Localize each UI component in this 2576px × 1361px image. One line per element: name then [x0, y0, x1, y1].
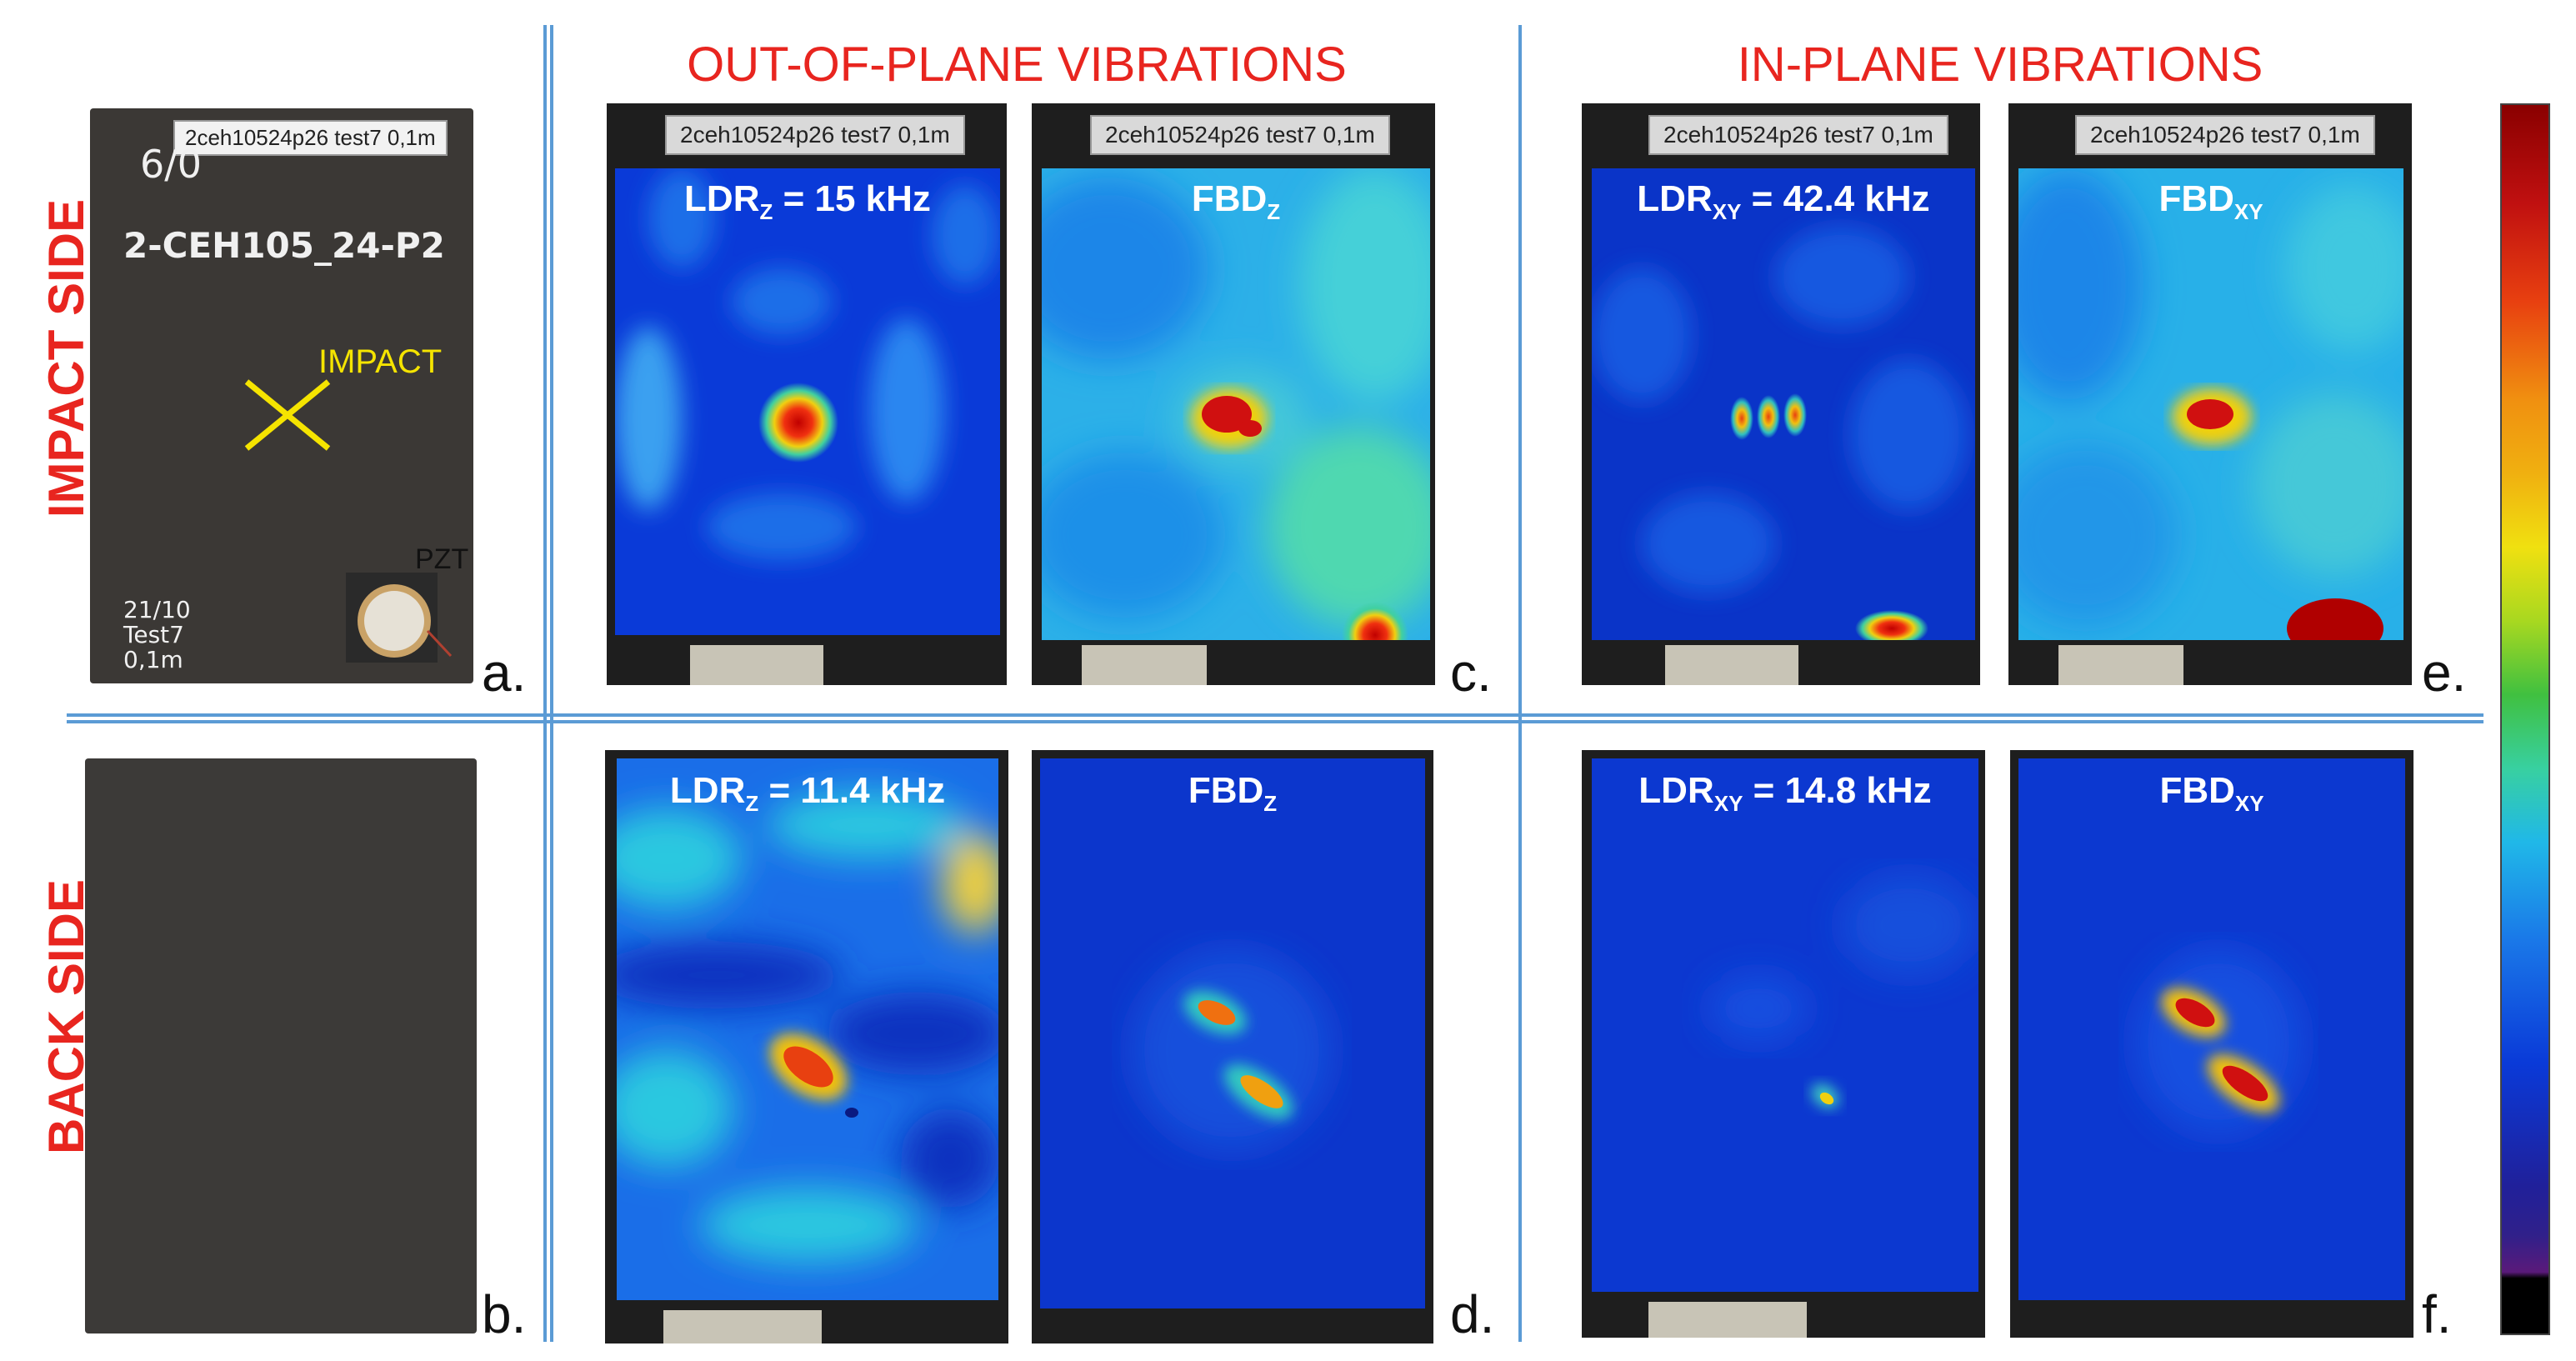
- panel-e-fbd-photo: 2ceh10524p26 test7 0,1m FBDXY: [2008, 103, 2412, 685]
- impact-marker: [244, 379, 331, 451]
- panel-letter-a: a.: [482, 643, 527, 703]
- map-label-f-fbd: FBDXY: [2159, 770, 2264, 816]
- map-label-e-fbd: FBDXY: [2158, 178, 2263, 224]
- handwriting-corner-2: Test7: [123, 621, 184, 648]
- map-label-c-ldr: LDRZ = 15 kHz: [684, 178, 931, 224]
- heading-out-of-plane: OUT-OF-PLANE VIBRATIONS: [687, 38, 1347, 92]
- clamp-block: [690, 645, 823, 685]
- vertical-divider-left-2: [550, 25, 553, 1342]
- photo-back-side: [85, 758, 477, 1333]
- pzt-label: PZT: [415, 543, 469, 575]
- map-c-fbd-z: FBDZ: [1042, 168, 1430, 640]
- specimen-tag: 2ceh10524p26 test7 0,1m: [665, 115, 965, 155]
- map-e-fbd-xy: FBDXY: [2018, 168, 2403, 640]
- map-label-f-ldr: LDRXY = 14.8 kHz: [1638, 770, 1932, 816]
- panel-d-fbd-photo: FBDZ: [1032, 750, 1433, 1343]
- map-d-fbd-z: FBDZ: [1040, 758, 1425, 1308]
- clamp-block: [663, 1310, 822, 1343]
- map-label-e-ldr: LDRXY = 42.4 kHz: [1637, 178, 1930, 224]
- specimen-tag: 2ceh10524p26 test7 0,1m: [173, 120, 448, 156]
- clamp-block: [1082, 645, 1207, 685]
- map-c-ldr-z: LDRZ = 15 kHz: [615, 168, 1000, 635]
- photo-impact-side: 2ceh10524p26 test7 0,1m 6/0 2-CEH105_24-…: [90, 108, 473, 683]
- panel-letter-f: f.: [2422, 1284, 2452, 1344]
- handwriting-top: 6/0: [140, 142, 203, 187]
- handwriting-corner-3: 0,1m: [123, 646, 183, 673]
- panel-d-ldr-photo: LDRZ = 11.4 kHz: [605, 750, 1008, 1343]
- panel-letter-c: c.: [1450, 643, 1492, 703]
- map-d-ldr-z: LDRZ = 11.4 kHz: [617, 758, 998, 1300]
- specimen-tag: 2ceh10524p26 test7 0,1m: [1648, 115, 1948, 155]
- map-label-c-fbd: FBDZ: [1191, 178, 1281, 224]
- handwriting-id: 2-CEH105_24-P2: [123, 225, 445, 266]
- horizontal-divider: [67, 713, 2483, 717]
- panel-e-ldr-photo: 2ceh10524p26 test7 0,1m LDRXY = 42.4 kHz: [1582, 103, 1980, 685]
- vertical-divider-left: [543, 25, 547, 1342]
- specimen-tag: 2ceh10524p26 test7 0,1m: [2075, 115, 2375, 155]
- map-label-d-ldr: LDRZ = 11.4 kHz: [669, 770, 946, 816]
- specimen-tag: 2ceh10524p26 test7 0,1m: [1090, 115, 1390, 155]
- horizontal-divider-2: [67, 720, 2483, 723]
- panel-letter-e: e.: [2422, 643, 2467, 703]
- vertical-divider-right: [1518, 25, 1522, 1342]
- clamp-block: [2058, 645, 2183, 685]
- map-e-ldr-xy: LDRXY = 42.4 kHz: [1592, 168, 1975, 640]
- heading-in-plane: IN-PLANE VIBRATIONS: [1737, 38, 2263, 92]
- panel-letter-d: d.: [1450, 1284, 1495, 1344]
- panel-c-ldr-photo: 2ceh10524p26 test7 0,1m LDRZ = 15 kHz: [607, 103, 1007, 685]
- panel-letter-b: b.: [482, 1284, 527, 1344]
- colormap-scale-bar: [2500, 103, 2550, 1335]
- panel-f-ldr-photo: LDRXY = 14.8 kHz: [1582, 750, 1985, 1338]
- row-label-impact-side: IMPACT SIDE: [38, 198, 94, 518]
- clamp-block: [1665, 645, 1798, 685]
- map-f-ldr-xy: LDRXY = 14.8 kHz: [1592, 758, 1978, 1292]
- clamp-block: [1648, 1302, 1807, 1338]
- map-f-fbd-xy: FBDXY: [2018, 758, 2405, 1300]
- handwriting-corner-1: 21/10: [123, 596, 191, 623]
- panel-f-fbd-photo: FBDXY: [2010, 750, 2413, 1338]
- pzt-disk: [346, 573, 453, 663]
- map-label-d-fbd: FBDZ: [1188, 770, 1278, 816]
- panel-c-fbd-photo: 2ceh10524p26 test7 0,1m FBDZ: [1032, 103, 1435, 685]
- impact-label: IMPACT: [318, 343, 443, 380]
